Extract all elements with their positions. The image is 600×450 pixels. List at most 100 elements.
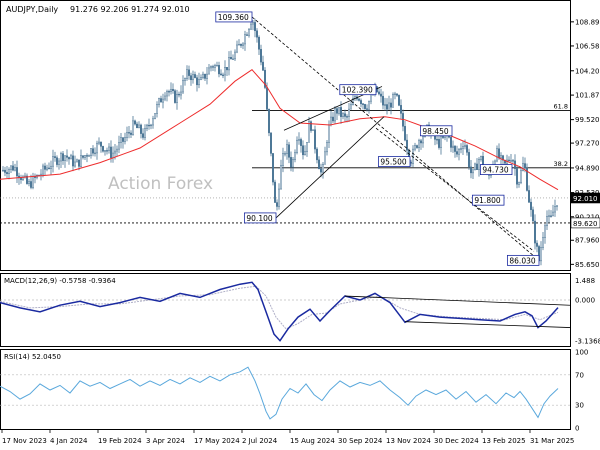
candle-body	[414, 145, 416, 150]
candle-body	[192, 74, 194, 81]
candle-body	[168, 91, 170, 93]
symbol-label: AUDJPY,Daily	[6, 5, 58, 14]
candle-body	[332, 116, 334, 122]
candle-body	[292, 159, 294, 168]
candle-body	[222, 74, 224, 76]
candle-body	[420, 140, 422, 144]
watermark: Action Forex	[108, 174, 213, 194]
candle-body	[16, 167, 18, 177]
candle-body	[310, 121, 312, 131]
candle-body	[296, 139, 298, 153]
macd-line	[0, 281, 559, 342]
candle-body	[248, 28, 250, 36]
candle-body	[406, 139, 408, 151]
candle-body	[118, 142, 120, 150]
price-annotation: 102.390	[342, 86, 373, 95]
candle-body	[400, 105, 402, 114]
last-price-badge: 92.010	[573, 195, 598, 203]
candle-body	[214, 65, 216, 68]
candle-body	[232, 58, 234, 60]
time-tick-label: 17 Nov 2023	[2, 437, 47, 445]
candle-body	[44, 165, 46, 170]
candle-body	[170, 89, 172, 92]
price-annotation-box	[471, 194, 505, 206]
candle-body	[474, 163, 476, 170]
candle-body	[88, 155, 90, 157]
candle-body	[380, 93, 382, 97]
price-annotation-box	[339, 84, 377, 96]
candle-body	[76, 159, 78, 163]
candle-body	[464, 145, 466, 147]
price-tick-label: 87.960	[575, 237, 600, 245]
reference-price-badge: 89.620	[573, 220, 598, 228]
candle-body	[94, 152, 96, 154]
price-annotation: 86.030	[509, 256, 535, 265]
candle-body	[236, 44, 238, 53]
candle-body	[526, 167, 528, 191]
candle-body	[546, 216, 548, 227]
candle-body	[146, 124, 148, 129]
rsi-line	[0, 366, 559, 420]
candle-body	[52, 156, 54, 167]
time-tick-label: 31 Mar 2025	[530, 437, 574, 445]
candle-body	[184, 78, 186, 81]
candle-body	[12, 165, 14, 171]
candle-body	[548, 215, 550, 217]
candle-body	[218, 65, 220, 75]
candle-body	[54, 156, 56, 158]
macd-tick-label: -3.1368	[575, 338, 600, 346]
candle-body	[342, 113, 344, 117]
candle-body	[456, 151, 458, 155]
price-annotation-box	[506, 254, 540, 266]
candle-body	[166, 91, 168, 97]
candle-body	[200, 77, 202, 80]
candle-body	[518, 182, 520, 185]
candle-body	[42, 165, 44, 175]
candle-body	[96, 142, 98, 154]
macd-tick-label: 0.000	[575, 296, 595, 304]
candle-body	[272, 153, 274, 183]
price-annotation-box	[377, 156, 411, 167]
price-overlays	[0, 16, 559, 261]
candle-body	[228, 57, 230, 71]
candle-body	[536, 242, 538, 247]
candle-body	[56, 157, 58, 165]
candle-body	[216, 65, 218, 67]
candle-body	[50, 165, 52, 169]
candle-body	[60, 153, 62, 162]
candle-body	[282, 153, 284, 166]
candle-body	[128, 132, 130, 134]
candle-body	[174, 90, 176, 103]
candle-body	[554, 206, 556, 213]
candle-body	[102, 146, 104, 152]
candle-body	[254, 22, 256, 32]
time-axis: 17 Nov 2023 4 Jan 2024 19 Feb 2024 3 Apr 20…	[1, 430, 574, 445]
candle-body	[532, 209, 534, 222]
moving-average-line	[0, 69, 559, 191]
candle-body	[326, 142, 328, 153]
price-tick-label: 99.520	[575, 116, 600, 124]
candle-body	[352, 98, 354, 105]
candle-body	[298, 139, 300, 141]
candle-body	[176, 93, 178, 103]
time-tick-label: 4 Jan 2024	[50, 437, 88, 445]
price-tick-label: 94.890	[575, 164, 600, 172]
candle-body	[136, 123, 138, 129]
candle-body	[28, 181, 30, 184]
candle-body	[274, 181, 276, 203]
time-tick-label: 19 Feb 2024	[98, 437, 142, 445]
price-annotation: 109.360	[218, 13, 249, 22]
candle-body	[358, 98, 360, 101]
candle-body	[126, 132, 128, 138]
time-tick-label: 3 Apr 2024	[146, 437, 185, 445]
candle-body	[30, 181, 32, 188]
candle-body	[110, 146, 112, 158]
candle-body	[32, 176, 34, 188]
candle-body	[288, 144, 290, 158]
candle-body	[522, 163, 524, 171]
candle-body	[416, 145, 418, 148]
candle-body	[194, 74, 196, 78]
candle-body	[246, 34, 248, 36]
candle-body	[182, 80, 184, 93]
